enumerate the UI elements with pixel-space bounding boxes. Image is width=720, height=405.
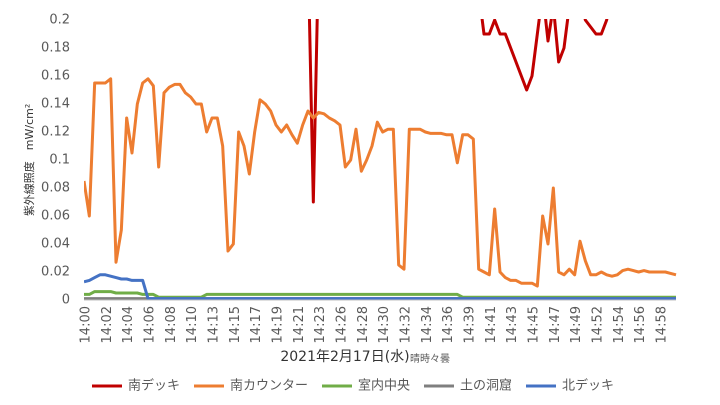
x-tick-label: 14:15 (228, 306, 243, 343)
x-tick-label: 14:10 (185, 306, 200, 343)
y-tick-label: 0.06 (41, 209, 70, 224)
y-tick-label: 0.1 (49, 153, 70, 168)
x-tick-label: 14:49 (569, 306, 584, 343)
y-tick-label: 0.2 (49, 13, 70, 28)
series-line (84, 273, 676, 301)
x-tick-label: 14:19 (271, 306, 286, 343)
y-tick-label: 0 (62, 293, 70, 308)
plot-area (84, 19, 677, 301)
x-tick-label: 14:47 (548, 306, 563, 343)
x-axis-note: 晴時々曇 (410, 352, 450, 365)
series-line (84, 290, 676, 299)
x-tick-label: 14:21 (292, 306, 307, 343)
legend-label: 北デッキ (562, 378, 614, 394)
x-tick-label: 14:34 (420, 306, 435, 343)
x-tick-label: 14:43 (505, 306, 520, 343)
x-tick-label: 14:26 (335, 306, 350, 343)
y-tick-label: 0.08 (41, 181, 70, 196)
series-line (307, 19, 319, 204)
x-tick-label: 14:00 (79, 306, 94, 343)
y-tick-label: 0.12 (41, 125, 70, 140)
series-line (480, 19, 609, 92)
x-tick-label: 14:41 (484, 306, 499, 343)
legend-label: 南カウンター (230, 378, 308, 394)
x-tick-label: 14:06 (143, 306, 158, 343)
y-tick-label: 0.18 (41, 41, 70, 56)
x-tick-label: 14:52 (591, 306, 606, 343)
x-tick-label: 14:30 (377, 306, 392, 343)
x-tick-label: 14:28 (356, 306, 371, 343)
series-line (84, 77, 677, 288)
x-tick-label: 14:04 (121, 306, 136, 343)
x-tick-label: 14:45 (527, 306, 542, 343)
x-axis-title: 2021年2月17日(水) (280, 349, 409, 365)
x-tick-label: 14:54 (612, 306, 627, 343)
y-tick-label: 0.16 (41, 69, 70, 84)
y-tick-label: 0.02 (41, 265, 70, 280)
x-tick-label: 14:17 (249, 306, 264, 343)
x-tick-label: 14:08 (164, 306, 179, 343)
x-tick-label: 14:23 (313, 306, 328, 343)
x-tick-label: 14:02 (100, 306, 115, 343)
legend-label: 土の洞窟 (460, 378, 512, 394)
x-tick-label: 14:13 (207, 306, 222, 343)
y-axis-title: 紫外線照度 mW/cm² (22, 104, 36, 216)
legend-label: 室内中央 (358, 378, 410, 394)
x-tick-label: 14:58 (655, 306, 670, 343)
x-tick-label: 14:36 (441, 306, 456, 343)
x-tick-label: 14:56 (633, 306, 648, 343)
x-tick-label: 14:32 (399, 306, 414, 343)
x-tick-label: 14:39 (463, 306, 478, 343)
y-tick-label: 0.04 (41, 237, 70, 252)
y-tick-label: 0.14 (41, 97, 70, 112)
legend-label: 南デッキ (128, 378, 180, 394)
